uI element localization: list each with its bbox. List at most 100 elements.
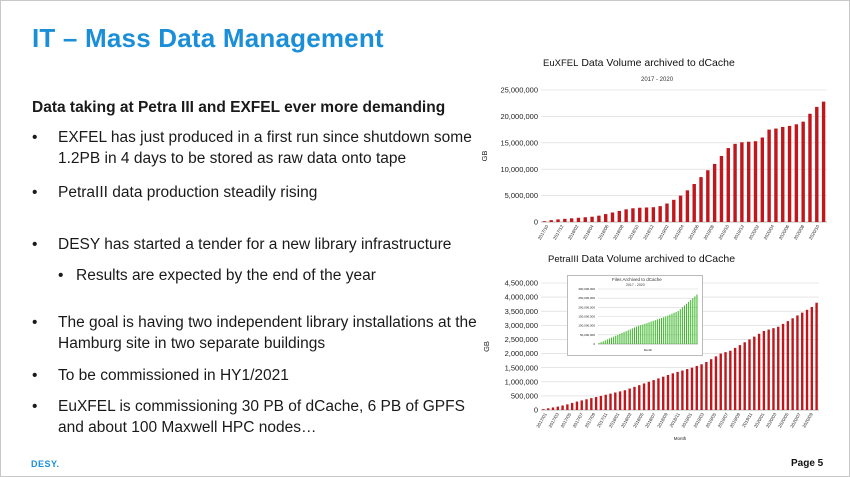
bar xyxy=(663,317,665,344)
bar xyxy=(729,350,732,410)
y-tick-label: 300,000,000 xyxy=(578,287,595,291)
bar xyxy=(719,353,722,410)
bar xyxy=(699,177,703,222)
bar xyxy=(629,329,631,344)
bar xyxy=(791,318,794,410)
bar xyxy=(628,388,631,410)
chart2-title-main: Data Volume archived to dCache xyxy=(581,253,736,265)
bar xyxy=(757,333,761,410)
bar xyxy=(656,319,658,344)
x-tick-label: 2018/03 xyxy=(620,412,633,429)
bullet-text: PetraIII data production steadily rising xyxy=(58,184,318,201)
bar xyxy=(733,143,737,222)
y-tick-label: 0 xyxy=(593,342,595,346)
bullet-dot: • xyxy=(32,314,38,331)
x-tick-label: 2020/01 xyxy=(753,412,766,429)
bar xyxy=(604,394,607,410)
section-heading: Data taking at Petra III and EXFEL ever … xyxy=(32,99,446,116)
bar xyxy=(614,392,617,410)
bar xyxy=(665,203,669,222)
bar xyxy=(709,359,713,410)
bar xyxy=(690,367,694,410)
chart1-subtitle: 2017 - 2020 xyxy=(641,77,674,83)
y-tick-label: 20,000,000 xyxy=(500,112,538,121)
bar xyxy=(801,121,805,222)
bar xyxy=(767,329,770,410)
bar xyxy=(608,338,610,344)
y-tick-label: 5,000,000 xyxy=(505,191,538,200)
x-tick-label: 2018/04 xyxy=(582,224,595,241)
x-tick-label: 2018/12 xyxy=(642,224,655,241)
x-tick-label: 2019/03 xyxy=(693,412,706,429)
bar xyxy=(700,364,703,410)
bar xyxy=(594,397,598,410)
bar xyxy=(712,163,717,222)
x-tick-label: 2019/10 xyxy=(718,224,731,241)
bar xyxy=(636,326,638,344)
bar xyxy=(688,301,690,344)
y-tick-label: 2,000,000 xyxy=(505,349,538,358)
bar xyxy=(706,170,710,222)
y-tick-label: 100,000,000 xyxy=(578,324,595,328)
bar xyxy=(609,393,612,410)
bar xyxy=(648,322,650,344)
bar xyxy=(714,356,718,410)
inset-chart-subtitle: 2017 - 2020 xyxy=(626,283,645,287)
inset-chart-frame: Files Archived to dCache 2017 - 2020 0 50… xyxy=(567,275,703,356)
bar xyxy=(563,218,567,222)
bar xyxy=(644,323,646,344)
y-tick-label: 4,500,000 xyxy=(505,279,538,288)
bullet-text: The goal is having two independent libra… xyxy=(58,314,477,352)
bar xyxy=(621,333,623,344)
bar xyxy=(753,141,758,222)
bar xyxy=(746,141,751,222)
bullet-text: To be commissioned in HY1/2021 xyxy=(58,367,289,384)
chart1-title: EuXFEL Data Volume archived to dCache xyxy=(543,57,735,69)
x-tick-label: 2017/09 xyxy=(584,412,597,429)
x-tick-label: 2018/09 xyxy=(656,412,669,429)
slide-title: IT – Mass Data Management xyxy=(32,23,384,53)
x-tick-label: 2017/11 xyxy=(596,412,609,429)
y-tick-label: 1,000,000 xyxy=(505,377,538,386)
bar xyxy=(633,386,636,410)
bullet-dot: • xyxy=(32,398,38,415)
bullet-dot: • xyxy=(32,129,38,146)
bar xyxy=(599,395,603,410)
y-tick-label: 3,000,000 xyxy=(505,321,538,330)
bar xyxy=(667,315,669,344)
bar xyxy=(669,314,671,344)
x-tick-label: 2019/02 xyxy=(657,224,670,241)
x-tick-label: 2019/12 xyxy=(733,224,746,241)
bar xyxy=(606,339,608,344)
bar xyxy=(665,316,667,344)
y-tick-label: 500,000 xyxy=(511,392,538,401)
bar xyxy=(808,113,812,222)
chart1-title-main: Data Volume archived to dCache xyxy=(581,57,735,69)
bar xyxy=(794,124,799,222)
bar xyxy=(631,208,635,222)
bullet-dot: • xyxy=(32,367,38,384)
page-number: Page 5 xyxy=(791,458,824,469)
bar xyxy=(623,332,625,344)
y-tick-label: 250,000,000 xyxy=(578,296,595,300)
bar xyxy=(619,333,621,344)
bar xyxy=(652,320,654,344)
x-tick-label: 2019/07 xyxy=(717,412,730,429)
bar xyxy=(671,373,675,410)
bar xyxy=(590,398,593,410)
bar xyxy=(642,324,644,344)
bar xyxy=(694,296,696,344)
x-tick-label: 2020/08 xyxy=(793,224,806,241)
bar xyxy=(786,321,790,410)
y-tick-label: 0 xyxy=(534,406,538,415)
bar xyxy=(810,306,814,410)
bullet-text: EuXFEL is commissioning 30 PB of dCache,… xyxy=(58,398,465,436)
bar xyxy=(743,342,746,410)
bar xyxy=(686,303,688,344)
bar xyxy=(658,318,660,344)
x-tick-label: 2019/11 xyxy=(741,412,754,429)
bar xyxy=(658,206,662,222)
bar xyxy=(624,209,628,222)
x-tick-label: 2019/01 xyxy=(680,412,693,429)
y-tick-label: 25,000,000 xyxy=(500,86,538,95)
